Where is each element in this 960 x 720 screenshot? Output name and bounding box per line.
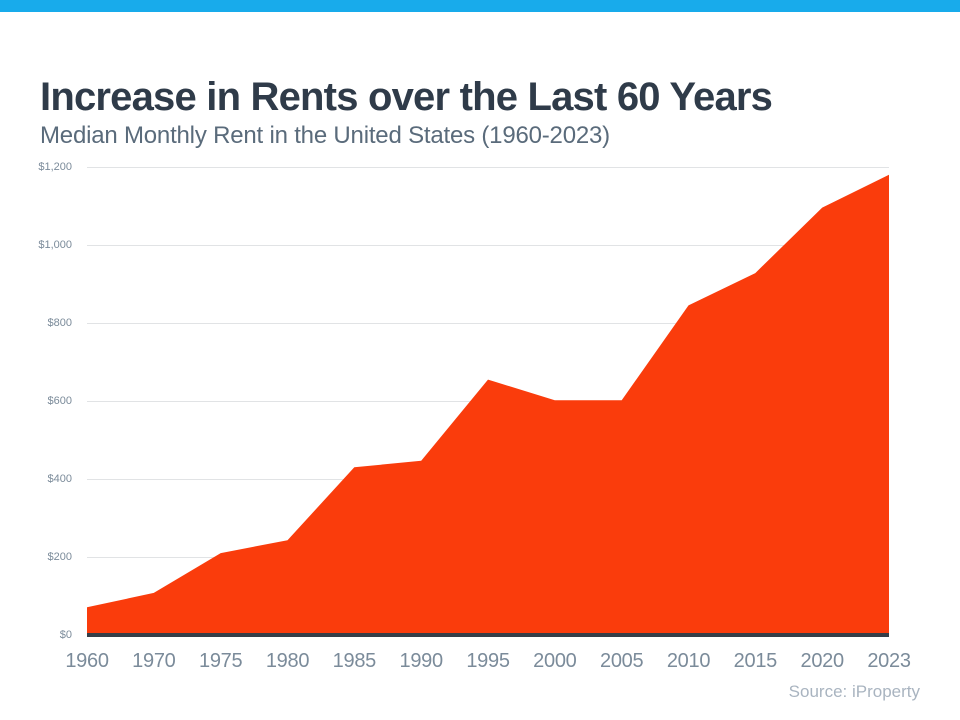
y-tick-label: $600: [47, 395, 72, 407]
x-axis-line: [87, 633, 889, 637]
x-tick-label: 2000: [533, 650, 577, 672]
x-tick-label: 2020: [800, 650, 845, 672]
x-tick-label: 1970: [132, 650, 176, 672]
y-tick-label: $0: [59, 629, 72, 641]
x-tick-label: 2023: [867, 650, 911, 672]
y-tick-label: $1,000: [38, 239, 72, 251]
rent-area-series: [87, 174, 889, 636]
x-tick-label: 1985: [332, 650, 377, 672]
gridline: [87, 244, 889, 246]
x-tick-label: 1975: [199, 650, 243, 672]
gridline: [87, 166, 889, 168]
x-tick-label: 2015: [733, 650, 778, 672]
plot-area: [87, 166, 889, 637]
chart-subtitle: Median Monthly Rent in the United States…: [40, 121, 610, 149]
x-tick-label: 2005: [600, 650, 644, 672]
y-tick-label: $800: [47, 317, 72, 329]
top-accent-bar: [0, 0, 960, 12]
x-tick-label: 1980: [265, 650, 310, 672]
y-tick-label: $1,200: [38, 161, 72, 173]
area-fill: [87, 174, 889, 636]
source-note: Source: iProperty: [788, 682, 920, 701]
y-tick-label: $400: [47, 473, 72, 485]
x-tick-label: 1990: [399, 650, 444, 672]
x-tick-label: 1960: [65, 650, 109, 672]
y-tick-label: $200: [47, 551, 72, 563]
gridline: [87, 322, 889, 324]
x-tick-label: 1995: [466, 650, 510, 672]
chart-title: Increase in Rents over the Last 60 Years: [40, 74, 773, 119]
x-tick-label: 2010: [666, 650, 711, 672]
